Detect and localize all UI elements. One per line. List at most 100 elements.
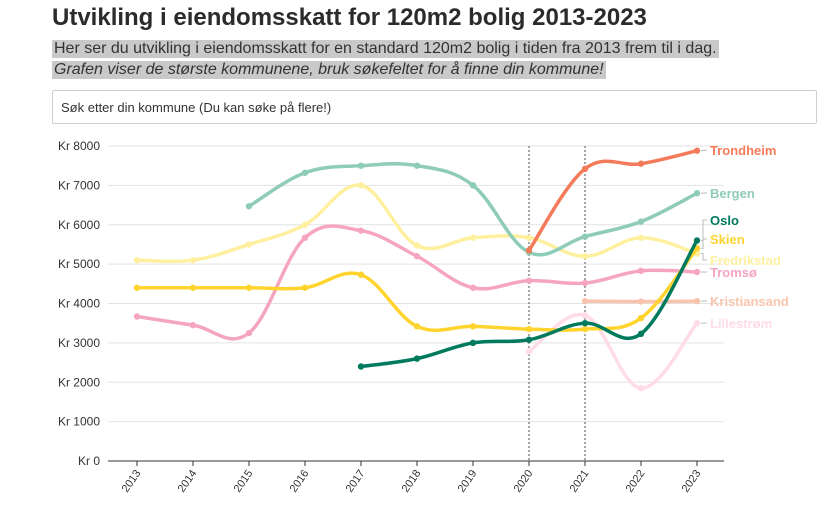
data-point-oslo — [413, 355, 421, 362]
data-point-kristiansand — [581, 297, 589, 305]
data-point-fredrikstad — [189, 256, 197, 264]
data-point-trondheim — [581, 165, 589, 173]
data-point-fredrikstad — [637, 234, 645, 241]
series-labels: Trondheim Bergen Oslo Skien FredrikstadTroms… — [700, 143, 789, 331]
y-tick-label: Kr 3000 — [58, 336, 100, 350]
series-fredrikstad — [133, 182, 701, 264]
data-point-fredrikstad — [357, 182, 365, 189]
data-point-skien — [301, 284, 309, 291]
x-tick-label: 2017 — [344, 468, 368, 495]
x-tick-label: 2014 — [176, 468, 200, 495]
series-line-trondheim — [527, 148, 699, 253]
data-point-fredrikstad — [245, 241, 253, 248]
x-tick-label: 2015 — [232, 468, 256, 495]
series-line-tromso — [135, 224, 699, 341]
data-point-tromso — [693, 268, 701, 276]
subtitle-line-1: Her ser du utvikling i eiendomsskatt for… — [52, 40, 719, 58]
data-point-skien — [469, 323, 477, 330]
series-label-fredrikstad: Fredrikstad — [710, 253, 781, 268]
data-point-fredrikstad — [133, 256, 141, 264]
data-point-bergen — [245, 203, 253, 210]
y-tick-label: Kr 5000 — [58, 257, 100, 271]
data-point-bergen — [693, 190, 701, 197]
label-connector-trondheim — [700, 149, 708, 152]
data-point-kristiansand — [637, 298, 645, 305]
data-point-bergen — [357, 162, 365, 169]
data-point-skien — [525, 325, 533, 333]
data-point-tromso — [413, 253, 421, 260]
data-point-tromso — [301, 234, 309, 241]
data-point-tromso — [189, 321, 197, 329]
data-point-bergen — [469, 182, 477, 189]
series-label-trondheim: Trondheim — [710, 143, 776, 158]
label-connector-oslo — [701, 219, 707, 241]
data-point-trondheim — [525, 247, 533, 254]
x-tick-label: 2020 — [512, 468, 536, 495]
data-point-lillestrom — [693, 319, 701, 327]
data-point-trondheim — [637, 160, 645, 167]
series-label-tromso: Tromsø — [710, 265, 757, 280]
y-tick-label: Kr 7000 — [58, 178, 100, 192]
data-point-fredrikstad — [301, 221, 309, 228]
y-tick-label: Kr 4000 — [58, 297, 100, 311]
data-point-tromso — [525, 277, 533, 284]
data-point-tromso — [133, 313, 141, 320]
series-label-skien: Skien — [710, 232, 745, 247]
y-tick-label: Kr 6000 — [58, 218, 100, 232]
page-title: Utvikling i eiendomsskatt for 120m2 boli… — [52, 4, 647, 31]
series-trondheim — [525, 147, 701, 254]
data-point-oslo — [637, 330, 645, 338]
data-point-bergen — [413, 162, 421, 169]
x-tick-label: 2013 — [120, 468, 144, 495]
data-point-kristiansand — [693, 297, 701, 305]
data-point-skien — [581, 325, 589, 333]
series-label-kristiansand: Kristiansand — [710, 294, 789, 309]
data-point-bergen — [581, 233, 589, 240]
label-connector-fredrikstad — [701, 252, 707, 261]
series-kristiansand — [581, 297, 701, 305]
data-point-fredrikstad — [469, 234, 477, 241]
data-point-skien — [413, 323, 421, 330]
series-label-lillestrom: Lillestrøm — [710, 316, 772, 331]
x-tick-label: 2016 — [288, 468, 312, 495]
data-point-tromso — [581, 279, 589, 287]
series-line-lillestrom — [527, 312, 699, 390]
series-line-fredrikstad — [135, 183, 699, 264]
data-point-oslo — [357, 363, 365, 370]
data-point-lillestrom — [525, 348, 533, 355]
series-label-oslo: Oslo — [710, 213, 739, 228]
series-oslo — [357, 237, 701, 370]
data-point-tromso — [469, 284, 477, 291]
line-chart: Kr 0 Kr 1000 Kr 2000 Kr 3000 Kr 4000 Kr 5000 K… — [58, 139, 789, 495]
data-point-oslo — [469, 339, 477, 347]
data-point-bergen — [301, 169, 309, 176]
series-label-bergen: Bergen — [710, 186, 755, 201]
y-tick-label: Kr 1000 — [58, 415, 100, 429]
axes: Kr 0 Kr 1000 Kr 2000 Kr 3000 Kr 4000 Kr 5000 K… — [58, 139, 724, 495]
data-point-tromso — [245, 329, 253, 337]
data-point-fredrikstad — [581, 253, 589, 260]
x-tick-label: 2021 — [568, 468, 592, 495]
data-point-fredrikstad — [413, 242, 421, 249]
series-line-skien — [135, 246, 699, 333]
data-point-oslo — [693, 237, 701, 244]
data-point-skien — [637, 314, 645, 322]
y-tick-label: Kr 0 — [78, 454, 100, 468]
x-tick-label: 2018 — [400, 468, 424, 495]
label-connector-skien — [701, 238, 707, 249]
data-point-oslo — [581, 319, 589, 327]
data-point-skien — [133, 284, 141, 291]
y-tick-label: Kr 8000 — [58, 139, 100, 153]
subtitle-line-2: Grafen viser de største kommunene, bruk … — [52, 61, 606, 79]
x-tick-label: 2022 — [624, 468, 648, 495]
series-bergen — [245, 162, 701, 257]
data-point-lillestrom — [637, 384, 645, 392]
municipality-search-input[interactable] — [52, 90, 817, 124]
series-lillestrom — [525, 312, 701, 392]
x-tick-label: 2019 — [456, 468, 480, 495]
data-point-fredrikstad — [525, 234, 533, 241]
data-point-trondheim — [693, 147, 701, 154]
x-tick-label: 2023 — [680, 468, 704, 495]
data-point-skien — [189, 284, 197, 291]
data-point-skien — [245, 284, 253, 291]
